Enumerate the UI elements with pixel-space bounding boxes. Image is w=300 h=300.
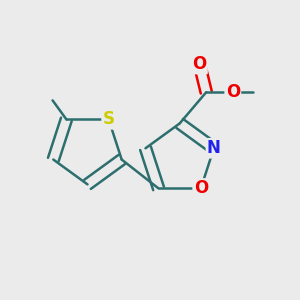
Text: O: O bbox=[192, 55, 206, 73]
Text: N: N bbox=[207, 139, 221, 157]
Text: O: O bbox=[194, 179, 208, 197]
Text: O: O bbox=[226, 83, 240, 101]
Text: S: S bbox=[103, 110, 115, 128]
